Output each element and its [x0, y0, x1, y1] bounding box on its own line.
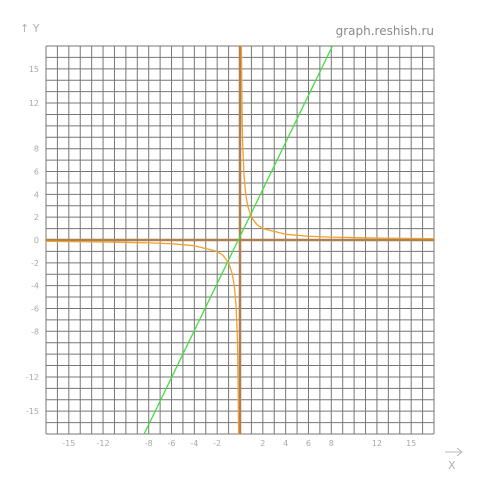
x-tick-label: -15 [62, 439, 75, 448]
x-tick-label: 6 [306, 439, 311, 448]
x-tick-label: 15 [406, 439, 416, 448]
y-tick-label: 15 [29, 65, 39, 74]
y-tick-label: 12 [29, 99, 39, 108]
y-axis-label: Y [32, 22, 40, 35]
series-line-2 [45, 240, 240, 435]
y-tick-label: -6 [31, 304, 39, 313]
x-arrowhead-icon [456, 447, 463, 457]
series-line-3 [240, 45, 435, 240]
x-tick-label: -2 [213, 439, 221, 448]
x-tick-label: 2 [260, 439, 265, 448]
series-line-1 [143, 45, 334, 435]
x-tick-label: -8 [145, 439, 153, 448]
y-axis-name: ↑ Y [20, 22, 40, 35]
y-tick-label: -15 [26, 407, 39, 416]
y-tick-label: -12 [26, 373, 39, 382]
y-tick-label: 8 [34, 145, 39, 154]
site-watermark: graph.reshish.ru [335, 24, 434, 38]
series [45, 45, 435, 435]
x-tick-label: -12 [97, 439, 110, 448]
x-tick-label: 8 [329, 439, 334, 448]
y-tick-label: 0 [34, 236, 39, 245]
y-tick-label: 6 [34, 168, 39, 177]
x-axis-name: X [448, 459, 456, 472]
x-tick-label: -6 [168, 439, 176, 448]
y-tick-label: -2 [31, 259, 39, 268]
axis-arrows [445, 447, 463, 457]
x-tick-label: 12 [372, 439, 382, 448]
y-tick-label: 2 [34, 213, 39, 222]
x-tick-label: -4 [190, 439, 198, 448]
y-tick-label: 4 [34, 190, 39, 199]
x-tick-label: 4 [283, 439, 288, 448]
axes [46, 46, 434, 434]
tick-labels: -15 -12 -8 -6 -4 -2 2 4 6 8 12 15 15 12 8 6 4 2 0 -2 -4 -6 -8 -… [26, 65, 416, 448]
y-tick-label: -8 [31, 327, 39, 336]
y-tick-label: -4 [31, 282, 39, 291]
